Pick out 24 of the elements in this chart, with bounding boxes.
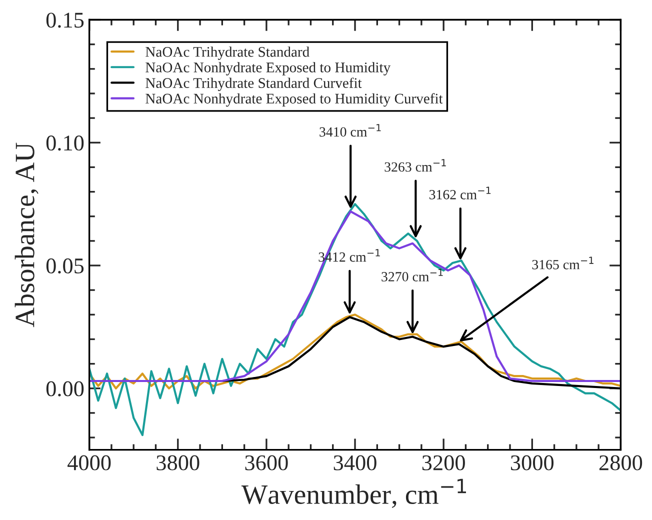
- x-tick-label: 3400: [334, 455, 376, 470]
- y-tick-label: 0.00: [46, 381, 84, 396]
- x-tick-label: 3200: [422, 455, 465, 470]
- annotation: 3270 cm$^{−1}$: [382, 268, 443, 282]
- x-tick-label: 2800: [599, 455, 642, 470]
- x-tick-label: 3800: [156, 455, 200, 470]
- legend-label: NaOAc Nonhydrate Exposed to Humidity: [146, 62, 391, 76]
- x-axis-title: Wavenumber, cm$^{−1}$: [241, 478, 466, 508]
- y-tick-label: 0.05: [46, 258, 84, 274]
- x-tick-label: 3000: [510, 455, 554, 470]
- annotation: 3165 cm$^{−1}$: [532, 256, 594, 270]
- x-tick-label: 3600: [245, 455, 288, 470]
- legend-label: NaOAc Trihydrate Standard Curvefit: [146, 78, 362, 91]
- y-tick-label: 0.10: [46, 136, 84, 151]
- y-axis-title: Absorbance, AU: [14, 142, 38, 328]
- annotation: 3410 cm$^{−1}$: [320, 124, 381, 137]
- line-series: [89, 203, 621, 436]
- annotation: 3263 cm$^{−1}$: [384, 159, 446, 172]
- legend-label: NaOAc Trihydrate Standard: [146, 46, 310, 60]
- annotation: 3162 cm$^{−1}$: [429, 186, 491, 200]
- y-tick-label: 0.15: [46, 12, 84, 28]
- x-tick-label: 4000: [68, 455, 111, 470]
- legend-label: NaOAc Nonhydrate Exposed to Humidity Curvefit: [146, 93, 443, 107]
- line-series: [89, 210, 621, 382]
